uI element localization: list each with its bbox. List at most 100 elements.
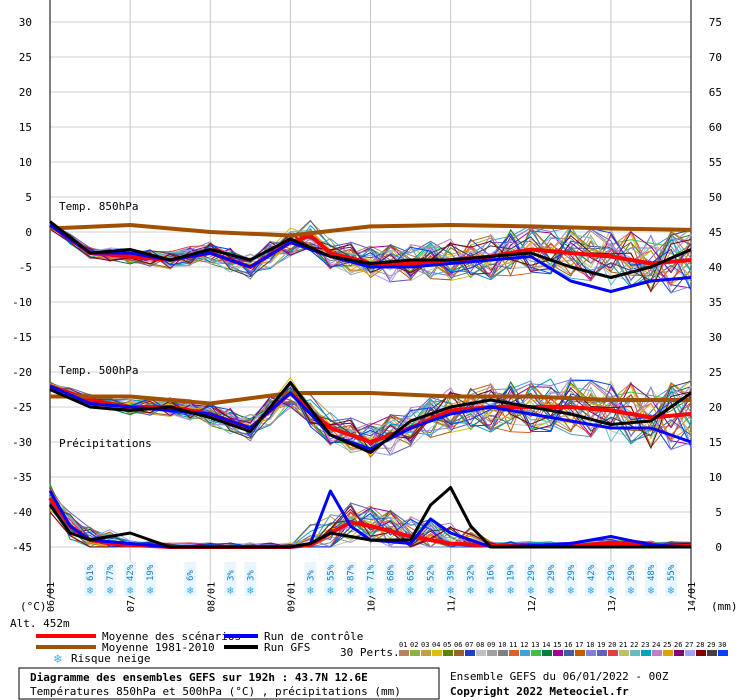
perturbation-line	[49, 379, 692, 448]
snow-risk-box	[84, 562, 97, 596]
snow-risk-label: 29%	[527, 564, 537, 581]
pert-number: 14	[542, 641, 550, 649]
pert-swatch	[465, 650, 475, 656]
x-date-tick: 11/01	[447, 582, 458, 612]
snow-risk-box	[104, 562, 117, 596]
section-label-t500: Temp. 500hPa	[59, 364, 138, 377]
pert-number: 17	[575, 641, 583, 649]
pert-number: 22	[630, 641, 638, 649]
y-left-tick: -5	[19, 261, 32, 274]
x-date-tick: 14/01	[687, 582, 698, 612]
y-left-tick: -25	[12, 401, 32, 414]
pert-swatch	[564, 650, 574, 656]
pert-swatch	[476, 650, 486, 656]
legend-snow-label: Risque neige	[71, 652, 150, 665]
pert-swatch	[641, 650, 651, 656]
snow-risk-box	[324, 562, 337, 596]
t500-series-line	[49, 381, 692, 454]
pert-number: 30	[718, 641, 726, 649]
y-right-tick: 60	[709, 121, 722, 134]
snow-risk-box	[644, 562, 657, 596]
pert-number: 16	[564, 641, 572, 649]
snowflake-icon: ❄	[387, 584, 394, 597]
snowflake-icon: ❄	[628, 584, 635, 597]
pert-number: 27	[685, 641, 693, 649]
y-right-tick: 55	[709, 156, 722, 169]
snow-risk-box	[624, 562, 637, 596]
y-left-tick: 20	[19, 86, 32, 99]
snow-risk-label: 3%	[246, 570, 256, 581]
footer-subtitle: Températures 850hPa et 500hPa (°C) , pré…	[30, 685, 401, 698]
y-right-tick: 35	[709, 296, 722, 309]
unit-left-label: (°C)	[20, 600, 47, 613]
snowflake-icon: ❄	[307, 584, 314, 597]
snowflake-icon: ❄	[127, 584, 134, 597]
snow-risk-label: 16%	[487, 564, 497, 581]
snow-risk-label: 39%	[447, 564, 457, 581]
snow-risk-box	[584, 562, 597, 596]
section-label-precip: Précipitations	[59, 437, 152, 450]
snow-risk-box	[484, 562, 497, 596]
snow-risk-label: 3%	[306, 570, 316, 581]
pert-swatch	[443, 650, 453, 656]
snow-risk-box	[664, 562, 677, 596]
pert-number: 05	[443, 641, 451, 649]
y-right-tick: 5	[715, 506, 722, 519]
x-date-tick: 12/01	[527, 582, 538, 612]
pert-number: 02	[410, 641, 418, 649]
perturbation-legend: 01 02 03 04 05 06 07 08 09 10 11 12 13 14 15 16 17 18 19 20…	[399, 641, 728, 656]
snow-risk-label: 55%	[326, 564, 336, 581]
y-left-tick: 15	[19, 121, 32, 134]
snow-risk-label: 61%	[86, 564, 96, 581]
snow-risk-label: 29%	[627, 564, 637, 581]
pert-number: 10	[498, 641, 506, 649]
snow-risk-box	[384, 562, 397, 596]
y-left-tick: -45	[12, 541, 32, 554]
snowflake-icon: ❄	[427, 584, 434, 597]
snow-risk-label: 29%	[567, 564, 577, 581]
pert-number: 29	[707, 641, 715, 649]
footer-copyright: Copyright 2022 Meteociel.fr	[450, 685, 629, 698]
footer-title: Diagramme des ensembles GEFS sur 192h : …	[30, 671, 368, 684]
snow-risk-label: 29%	[607, 564, 617, 581]
snowflake-icon: ❄	[648, 584, 655, 597]
snowflake-icon: ❄	[527, 584, 534, 597]
pert-number: 09	[487, 641, 495, 649]
pert-number: 08	[476, 641, 484, 649]
legend-gfs-label: Run GFS	[264, 641, 310, 654]
snow-risk-box	[464, 562, 477, 596]
pert-swatch	[542, 650, 552, 656]
x-date-tick: 07/01	[126, 582, 137, 612]
y-right-tick: 65	[709, 86, 722, 99]
pert-swatch	[410, 650, 420, 656]
snowflake-icon: ❄	[547, 584, 554, 597]
pert-number: 23	[641, 641, 649, 649]
pert-number: 19	[597, 641, 605, 649]
snow-risk-box	[184, 562, 197, 596]
y-right-tick: 15	[709, 436, 722, 449]
snow-risk-box	[124, 562, 137, 596]
pert-number: 20	[608, 641, 616, 649]
snowflake-icon: ❄	[327, 584, 334, 597]
y-left-tick: -20	[12, 366, 32, 379]
x-date-tick: 09/01	[286, 582, 297, 612]
snow-risk-label: 19%	[146, 564, 156, 581]
snowflake-icon: ❄	[107, 584, 114, 597]
snow-risk-box	[224, 562, 237, 596]
pert-number: 18	[586, 641, 594, 649]
snow-risk-label: 77%	[106, 564, 116, 581]
pert-number: 01	[399, 641, 407, 649]
y-left-tick: 5	[25, 191, 32, 204]
snow-risk-box	[604, 562, 617, 596]
pert-number: 15	[553, 641, 561, 649]
snow-risk-label: 87%	[346, 564, 356, 581]
pert-swatch	[531, 650, 541, 656]
snow-risk-box	[364, 562, 377, 596]
pert-swatch	[520, 650, 530, 656]
snowflake-icon: ❄	[347, 584, 354, 597]
legend-control-label: Run de contrôle	[264, 630, 363, 643]
snow-risk-box	[244, 562, 257, 596]
pert-swatch	[586, 650, 596, 656]
y-right-tick: 45	[709, 226, 722, 239]
snowflake-icon: ❄	[588, 584, 595, 597]
